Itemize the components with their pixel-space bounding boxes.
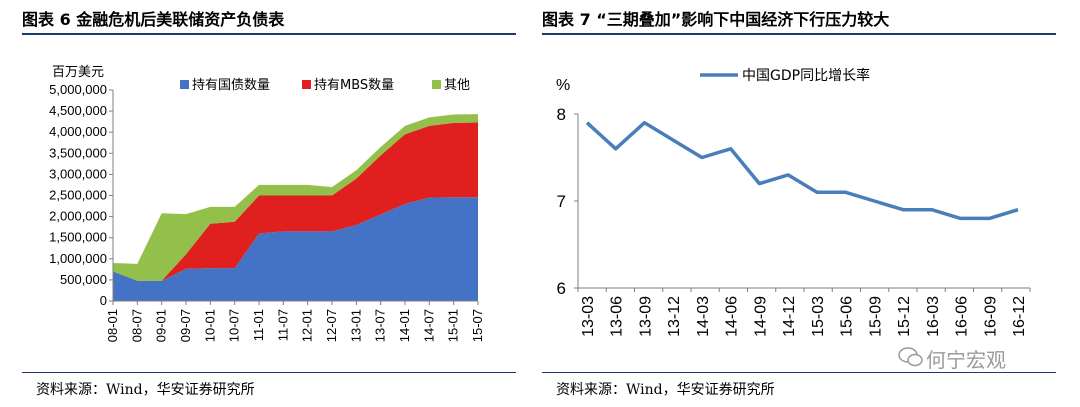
right-xtick-label: 13-12 <box>666 296 683 337</box>
left-ytick-label: 3,500,000 <box>49 145 107 160</box>
right-xtick-label: 13-06 <box>609 296 626 337</box>
left-xtick-label: 12-07 <box>324 309 339 342</box>
left-xtick-label: 08-07 <box>129 309 144 342</box>
left-ytick-label: 4,500,000 <box>49 103 107 118</box>
left-legend-label-3: 其他 <box>444 78 470 93</box>
left-xtick-label: 14-01 <box>397 309 412 342</box>
right-ytick-label: 6 <box>557 279 566 298</box>
right-xtick-label: 16-12 <box>1011 296 1028 337</box>
china-gdp-chart: % 6 7 8 13-03 13-06 13-09 13-12 14-03 14-06 14-0… <box>556 67 1031 337</box>
area-series-3 <box>113 114 478 281</box>
left-ytick-label: 1,000,000 <box>49 251 107 266</box>
right-y-axis-label: % <box>556 77 570 94</box>
left-xtick-label: 10-01 <box>202 309 217 342</box>
left-xtick-label: 08-01 <box>105 309 120 342</box>
right-xtick-label: 13-09 <box>637 296 654 337</box>
left-xtick-label: 13-07 <box>373 309 388 342</box>
left-xtick-label: 10-07 <box>227 309 242 342</box>
right-xtick-label: 15-12 <box>896 296 913 337</box>
left-xtick-label: 11-01 <box>251 309 266 341</box>
right-source-note: 资料来源：Wind，华安证券研究所 <box>556 382 775 398</box>
left-legend-swatch-1 <box>180 80 189 89</box>
left-ytick-label: 5,000,000 <box>49 82 107 97</box>
right-title-rule <box>542 33 1056 35</box>
right-xtick-label: 14-06 <box>724 296 741 337</box>
left-xtick-label: 09-01 <box>154 309 169 342</box>
left-ytick-label: 3,000,000 <box>49 166 107 181</box>
left-xtick-label: 09-07 <box>178 309 193 342</box>
left-title-rule <box>22 33 516 35</box>
left-y-axis-label: 百万美元 <box>52 64 104 79</box>
right-xtick-label: 15-03 <box>810 296 827 337</box>
right-source-rule <box>542 372 1056 373</box>
area-series-2 <box>113 122 478 281</box>
left-legend-label-2: 持有MBS数量 <box>314 78 394 93</box>
gdp-growth-line <box>585 120 1019 221</box>
left-xtick-label: 15-01 <box>446 309 461 342</box>
right-chart-title: 图表 7 “三期叠加”影响下中国经济下行压力较大 <box>542 10 890 29</box>
left-ytick-label: 2,000,000 <box>49 209 107 224</box>
right-xtick-label: 16-03 <box>925 296 942 337</box>
right-legend-label: 中国GDP同比增长率 <box>742 67 870 84</box>
right-xtick-label: 15-06 <box>839 296 856 337</box>
right-xtick-label: 14-12 <box>781 296 798 337</box>
left-ytick-label: 500,000 <box>60 272 107 287</box>
left-chart-title: 图表 6 金融危机后美联储资产负债表 <box>22 10 285 29</box>
left-xtick-label: 11-07 <box>275 309 290 341</box>
left-legend-label-1: 持有国债数量 <box>192 78 270 93</box>
right-xtick-label: 15-09 <box>867 296 884 337</box>
left-ytick-label: 0 <box>100 293 107 308</box>
wechat-icon <box>898 347 923 367</box>
left-legend-swatch-3 <box>432 80 441 89</box>
right-ytick-label: 8 <box>557 105 566 124</box>
left-legend-swatch-2 <box>302 80 311 89</box>
right-ytick-label: 7 <box>557 192 566 211</box>
right-xtick-label: 16-06 <box>954 296 971 337</box>
left-ytick-label: 2,500,000 <box>49 188 107 203</box>
right-xtick-label: 14-09 <box>752 296 769 337</box>
area-series-1 <box>113 197 478 301</box>
left-xtick-label: 15-07 <box>470 309 485 342</box>
left-source-note: 资料来源：Wind，华安证券研究所 <box>36 382 255 398</box>
left-ytick-label: 4,000,000 <box>49 124 107 139</box>
left-xtick-label: 13-01 <box>348 309 363 342</box>
right-xtick-label: 14-03 <box>695 296 712 337</box>
left-ytick-label: 1,500,000 <box>49 230 107 245</box>
left-source-rule <box>22 372 516 373</box>
left-xtick-label: 12-01 <box>300 309 315 342</box>
left-xtick-label: 14-07 <box>421 309 436 342</box>
right-xtick-label: 16-09 <box>982 296 999 337</box>
watermark-text: 何宁宏观 <box>926 348 1006 372</box>
fed-balance-sheet-chart: 百万美元 0 500,000 1,000,000 1,500,000 2,000,000… <box>49 64 485 342</box>
right-xtick-label: 13-03 <box>580 296 597 337</box>
